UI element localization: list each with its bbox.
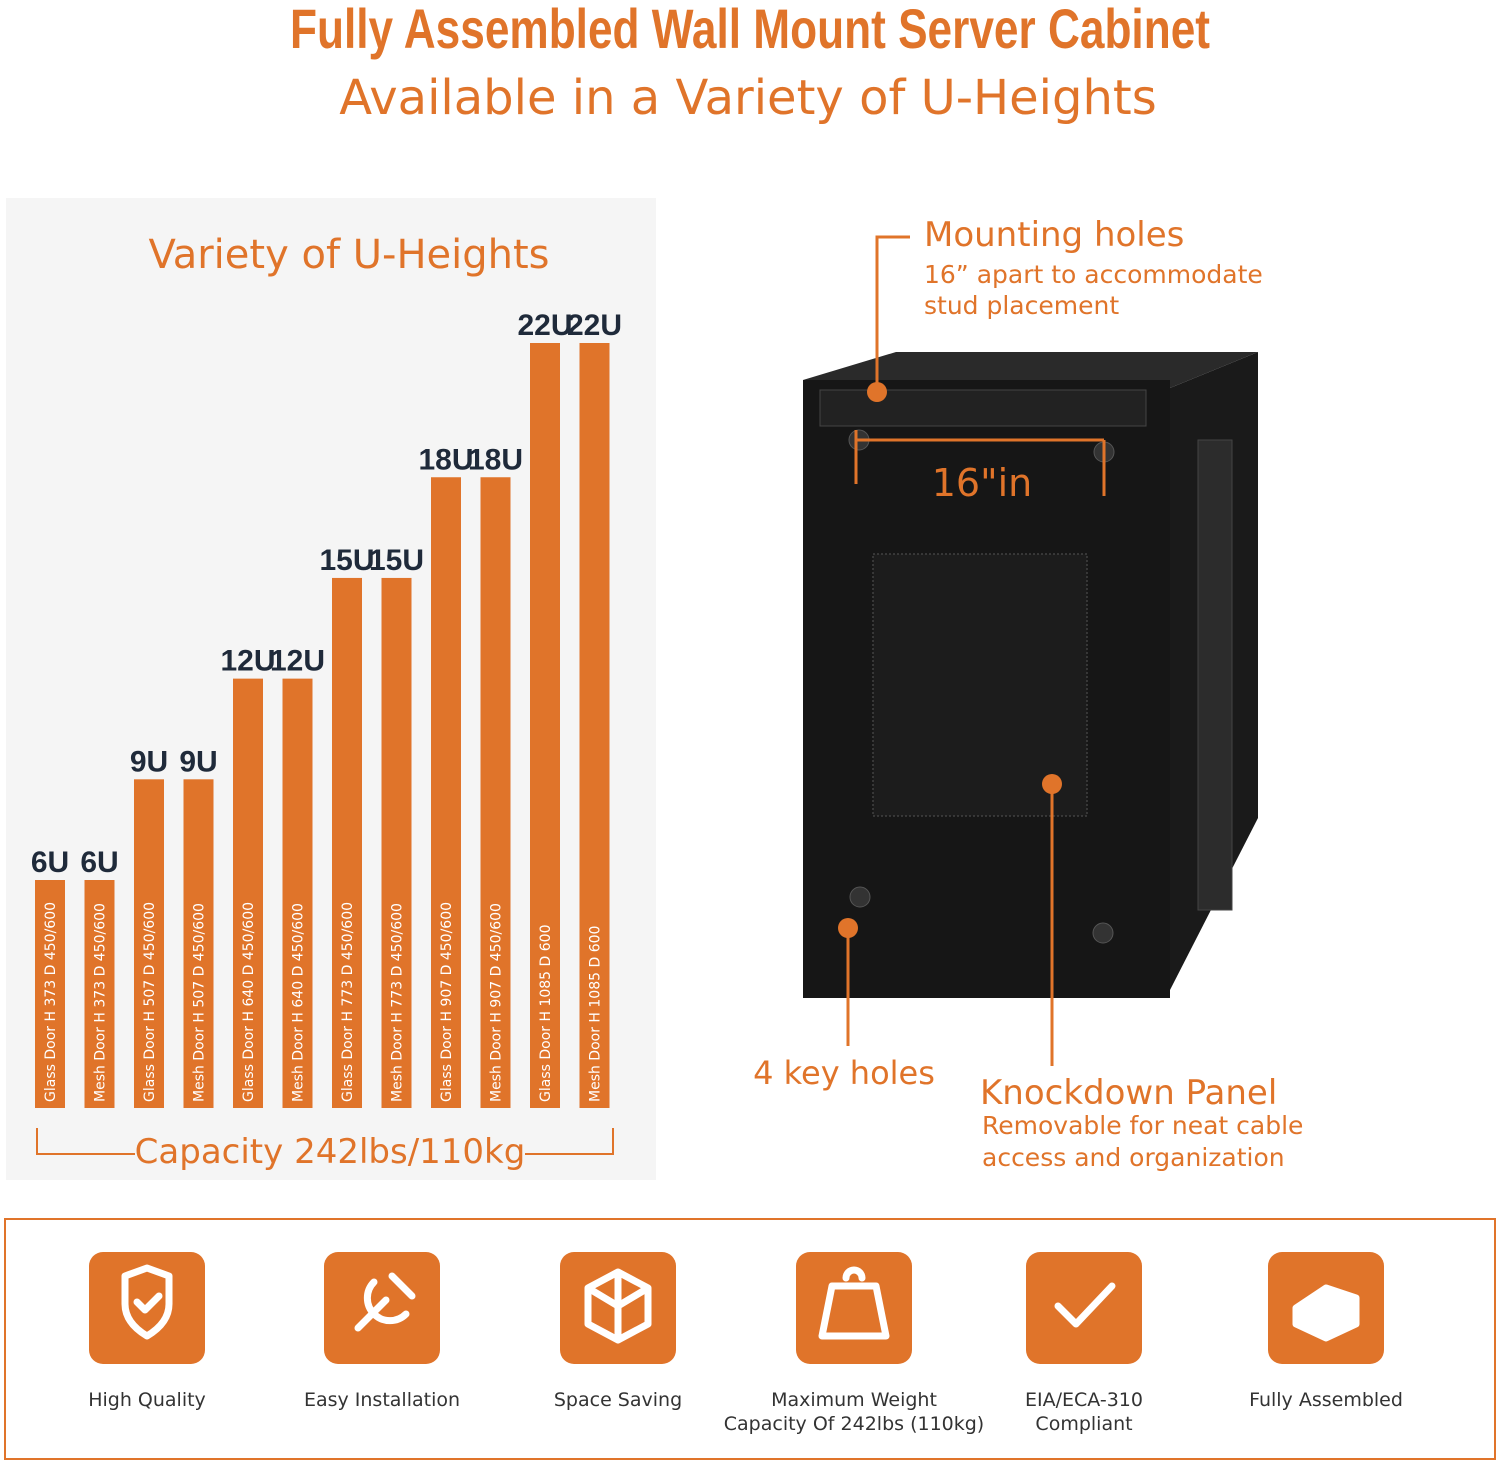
- bar-spec: Glass Door H 773 D 450/600: [340, 902, 356, 1102]
- panel-note: Removable for neat cable: [982, 1111, 1303, 1140]
- bar: [381, 577, 412, 1108]
- capacity-label: Capacity 242lbs/110kg: [135, 1132, 526, 1172]
- icon-glyph: [121, 1264, 173, 1340]
- callout-dot: [838, 918, 858, 938]
- bar: [579, 343, 610, 1108]
- bar: [233, 678, 263, 1108]
- panel-title: Knockdown Panel: [980, 1073, 1277, 1113]
- feature-label: Fully Assembled: [1249, 1389, 1403, 1411]
- bar-label: 15U: [319, 544, 374, 577]
- bar-spec: Mesh Door H 907 D 450/600: [489, 903, 505, 1102]
- capacity-bracket: [36, 1128, 614, 1155]
- callout-lines: [846, 235, 1106, 1066]
- bar-spec: Glass Door H 640 D 450/600: [241, 902, 257, 1102]
- bar-spec: Glass Door H 907 D 450/600: [439, 902, 455, 1102]
- bar-label: 9U: [130, 745, 168, 778]
- features-box: [4, 1218, 1496, 1460]
- bar: [134, 779, 164, 1108]
- bar-label: 18U: [468, 443, 523, 476]
- bar-spec: Mesh Door H 640 D 450/600: [291, 903, 307, 1102]
- feature-label: Compliant: [1035, 1413, 1132, 1435]
- bar-spec: Mesh Door H 373 D 450/600: [93, 903, 109, 1102]
- callout-dot: [1042, 774, 1062, 794]
- icon-glyph: [1054, 1282, 1116, 1328]
- mounting-note: 16” apart to accommodate: [924, 260, 1263, 289]
- key-holes-label: 4 key holes: [753, 1054, 935, 1092]
- bar: [431, 477, 461, 1108]
- feature-label: Easy Installation: [304, 1389, 460, 1411]
- bar-spec: Glass Door H 373 D 450/600: [43, 902, 59, 1102]
- bar-spec: Mesh Door H 773 D 450/600: [390, 903, 406, 1102]
- bar-label: 18U: [418, 443, 473, 476]
- mounting-title: Mounting holes: [924, 215, 1184, 255]
- feature-icon: [1026, 1252, 1142, 1364]
- cabinet-image: [803, 352, 1258, 998]
- bar: [282, 678, 313, 1108]
- bar: [84, 880, 115, 1108]
- bar-label: 12U: [220, 645, 275, 678]
- bar-label: 6U: [80, 846, 118, 879]
- page-title: Fully Assembled Wall Mount Server Cabine…: [290, 0, 1210, 60]
- bar-label: 22U: [517, 309, 572, 342]
- callout-dot: [867, 382, 887, 402]
- mounting-note: stud placement: [924, 291, 1119, 320]
- bar-spec: Glass Door H 507 D 450/600: [142, 902, 158, 1102]
- bar-label: 6U: [31, 846, 69, 879]
- icon-glyph: [354, 1272, 416, 1332]
- bar-spec: Glass Door H 1085 D 600: [538, 925, 554, 1102]
- feature-label: High Quality: [88, 1389, 206, 1411]
- bar: [183, 779, 214, 1108]
- feature-label: Capacity Of 242lbs (110kg): [724, 1413, 984, 1435]
- bar-label: 9U: [179, 745, 217, 778]
- bar: [480, 477, 511, 1108]
- feature-label: EIA/ECA-310: [1025, 1389, 1143, 1411]
- panel-note: access and organization: [982, 1143, 1285, 1172]
- bar-label: 22U: [567, 309, 622, 342]
- bar-label: 15U: [369, 544, 424, 577]
- feature-label: Space Saving: [554, 1389, 682, 1411]
- bar: [332, 577, 362, 1108]
- icon-glyph: [584, 1268, 652, 1344]
- bar-spec: Mesh Door H 507 D 450/600: [192, 903, 208, 1102]
- features: High Quality Easy Installation Space Savin…: [88, 1252, 1403, 1435]
- bars: 6U Glass Door H 373 D 450/600 6U Mesh Door …: [31, 309, 622, 1108]
- bar: [530, 343, 560, 1108]
- panel-title: Variety of U-Heights: [148, 232, 549, 278]
- bar: [35, 880, 65, 1108]
- bar-label: 12U: [270, 645, 325, 678]
- icon-glyph: [1292, 1284, 1360, 1342]
- icon-glyph: [818, 1266, 890, 1340]
- page-subtitle: Available in a Variety of U-Heights: [339, 70, 1156, 126]
- feature-label: Maximum Weight: [771, 1389, 937, 1411]
- spacing-label: 16"in: [932, 461, 1032, 505]
- bar-spec: Mesh Door H 1085 D 600: [588, 926, 604, 1102]
